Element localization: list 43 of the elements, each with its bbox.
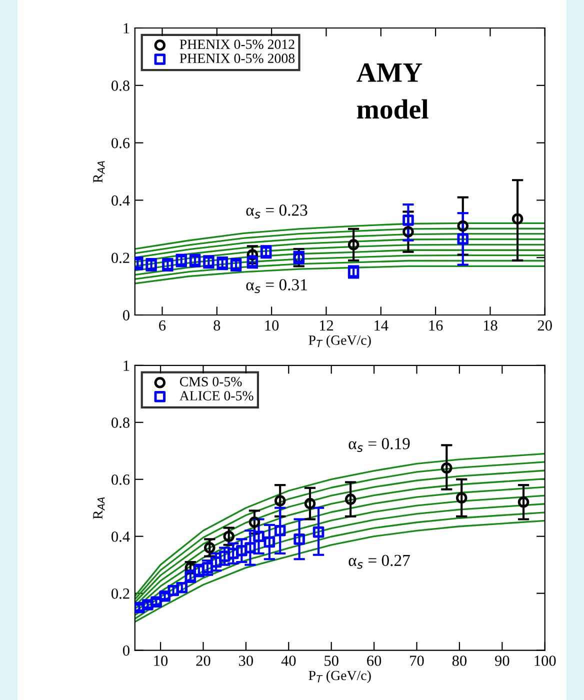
y-tick-label: 0.6 — [112, 138, 130, 148]
x-tick-label: 14 — [374, 320, 388, 330]
y-axis-title: R$_{AA}$ — [93, 497, 105, 520]
x-tick-label: 6 — [159, 320, 166, 331]
x-tick-label: 90 — [495, 656, 510, 666]
x-tick-label: 80 — [452, 656, 467, 666]
y-tick-label: 0.2 — [112, 252, 130, 264]
y-tick-label: 0.4 — [112, 531, 130, 542]
y-axis-title: R$_{AA}$ — [93, 161, 105, 183]
x-tick-label: 20 — [538, 320, 552, 331]
annotation: α$_{s}$ = 0.31 — [246, 279, 307, 294]
x-tick-label: 20 — [196, 656, 210, 666]
y-tick-label: 0.8 — [112, 418, 130, 428]
x-tick-label: 10 — [265, 320, 279, 331]
x-tick-label: 60 — [367, 656, 382, 666]
legend-label: PHENIX 0-5% 2012 — [180, 40, 294, 50]
y-tick-label: 0.2 — [112, 588, 130, 599]
y-tick-label: 0 — [122, 310, 130, 320]
annotation: α$_{s}$ = 0.23 — [246, 204, 308, 219]
annotation: α$_{s}$ = 0.19 — [348, 438, 410, 452]
legend-label: PHENIX 0-5% 2008 — [180, 54, 295, 64]
y-tick-label: 0.4 — [112, 195, 130, 206]
annotation: α$_{s}$ = 0.27 — [348, 554, 410, 569]
x-tick-label: 16 — [429, 320, 443, 331]
y-tick-label: 0 — [122, 645, 130, 656]
x-tick-label: 18 — [484, 320, 498, 331]
x-axis-title: P$_{T}$ (GeV/c) — [308, 335, 371, 348]
x-tick-label: 8 — [214, 320, 220, 331]
x-tick-label: 50 — [324, 656, 338, 666]
y-tick-label: 1 — [124, 360, 130, 371]
x-tick-label: 12 — [320, 320, 334, 330]
x-axis-title: P$_{T}$ (GeV/c) — [308, 670, 371, 683]
legend-label: CMS 0-5% — [180, 376, 242, 386]
x-tick-label: 70 — [410, 656, 424, 666]
legend-label: ALICE 0-5% — [179, 391, 254, 400]
y-tick-label: 0.6 — [112, 474, 130, 485]
y-tick-label: 0.8 — [112, 80, 130, 91]
x-tick-label: 30 — [239, 656, 253, 666]
x-tick-label: 10 — [154, 656, 168, 666]
x-tick-label: 40 — [281, 656, 296, 666]
annotation: AMY model — [356, 63, 428, 119]
x-tick-label: 100 — [534, 656, 556, 666]
y-tick-label: 1 — [124, 23, 130, 34]
